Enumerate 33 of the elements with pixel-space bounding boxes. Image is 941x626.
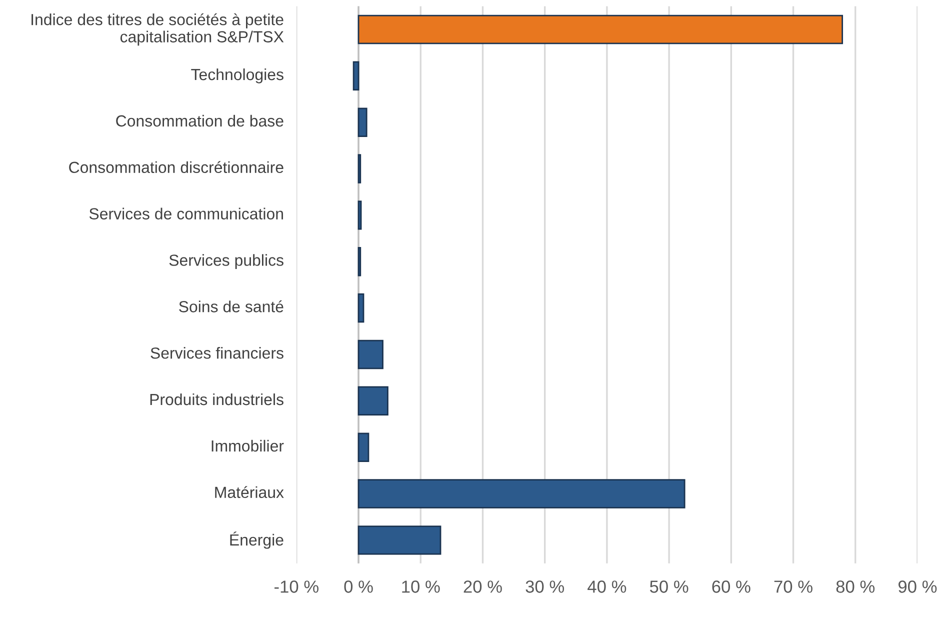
x-tick-label: 90 % bbox=[898, 580, 937, 593]
x-tick-label: 10 % bbox=[402, 580, 440, 593]
bar bbox=[358, 526, 442, 555]
x-tick-label: -10 % bbox=[274, 580, 318, 593]
y-tick-label: Services publics bbox=[169, 254, 284, 270]
x-tick-label: 70 % bbox=[774, 580, 812, 593]
bar bbox=[358, 293, 364, 323]
x-tick-label: 20 % bbox=[464, 580, 502, 593]
y-tick-label: Services de communication bbox=[89, 208, 283, 220]
y-tick-label: Consommation de base bbox=[116, 114, 284, 127]
y-tick-label: Indice des titres de sociétés à petite capitalisation S&P/TSX bbox=[32, 13, 284, 46]
bar bbox=[358, 108, 368, 137]
y-tick-label: Énergie bbox=[230, 532, 284, 549]
bar bbox=[352, 61, 360, 91]
y-tick-label: Services financiers bbox=[150, 347, 284, 359]
y-tick-label: Produits industriels bbox=[150, 393, 284, 406]
bar bbox=[358, 340, 384, 370]
y-tick-label: Immobilier bbox=[212, 440, 284, 452]
x-tick-label: 60 % bbox=[712, 580, 750, 593]
bar bbox=[358, 432, 370, 462]
x-tick-label: 80 % bbox=[836, 580, 875, 593]
bar bbox=[358, 200, 362, 230]
bar bbox=[358, 479, 686, 508]
x-tick-label: 50 % bbox=[650, 580, 688, 593]
x-tick-label: 30 % bbox=[526, 580, 564, 593]
bar bbox=[358, 386, 388, 416]
y-tick-label: Soins de santé bbox=[179, 300, 284, 312]
x-tick-label: 0 % bbox=[344, 580, 373, 593]
x-tick-label: 40 % bbox=[588, 580, 626, 593]
y-tick-label: Consommation discrétionnaire bbox=[69, 161, 284, 174]
bar bbox=[358, 14, 844, 44]
y-tick-label: Matériaux bbox=[215, 486, 284, 498]
y-tick-label: Technologies bbox=[191, 68, 284, 84]
